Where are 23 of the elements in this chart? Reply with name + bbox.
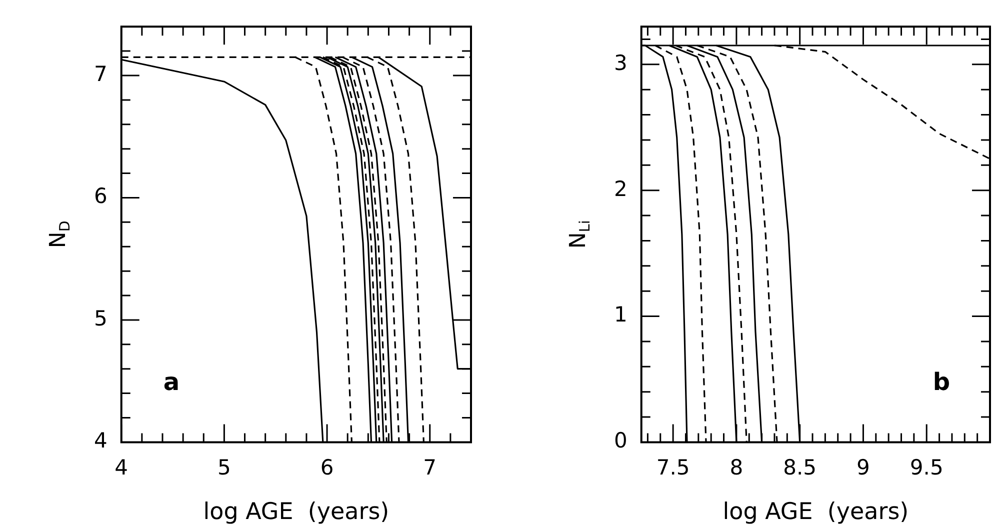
x-tick-label: 8 (730, 455, 744, 480)
x-tick-label: 5 (218, 455, 231, 480)
y-axis-title: ND (46, 220, 74, 248)
x-tick-label: 9.5 (910, 455, 944, 480)
x-tick-label: 7 (423, 455, 437, 480)
y-axis-title: NLi (566, 220, 594, 249)
annotation: b (932, 368, 950, 396)
y-tick-label: 5 (94, 306, 108, 330)
x-tick-label: 4 (114, 455, 128, 480)
annotation: a (163, 368, 180, 396)
y-tick-label: 3 (614, 50, 628, 75)
y-tick-label: 4 (94, 428, 108, 453)
x-tick-label: 7.5 (656, 455, 690, 480)
y-tick-label: 7 (94, 62, 108, 86)
y-tick-label: 6 (94, 184, 108, 208)
x-axis-title: log AGE (years) (203, 499, 390, 526)
y-tick-label: 1 (614, 302, 628, 327)
x-tick-label: 9 (856, 455, 870, 480)
y-tick-label: 2 (614, 176, 628, 201)
y-tick-label: 0 (614, 428, 628, 453)
x-tick-label: 8.5 (783, 455, 817, 480)
x-axis-title: log AGE (years) (722, 499, 909, 526)
x-tick-label: 6 (320, 455, 334, 480)
